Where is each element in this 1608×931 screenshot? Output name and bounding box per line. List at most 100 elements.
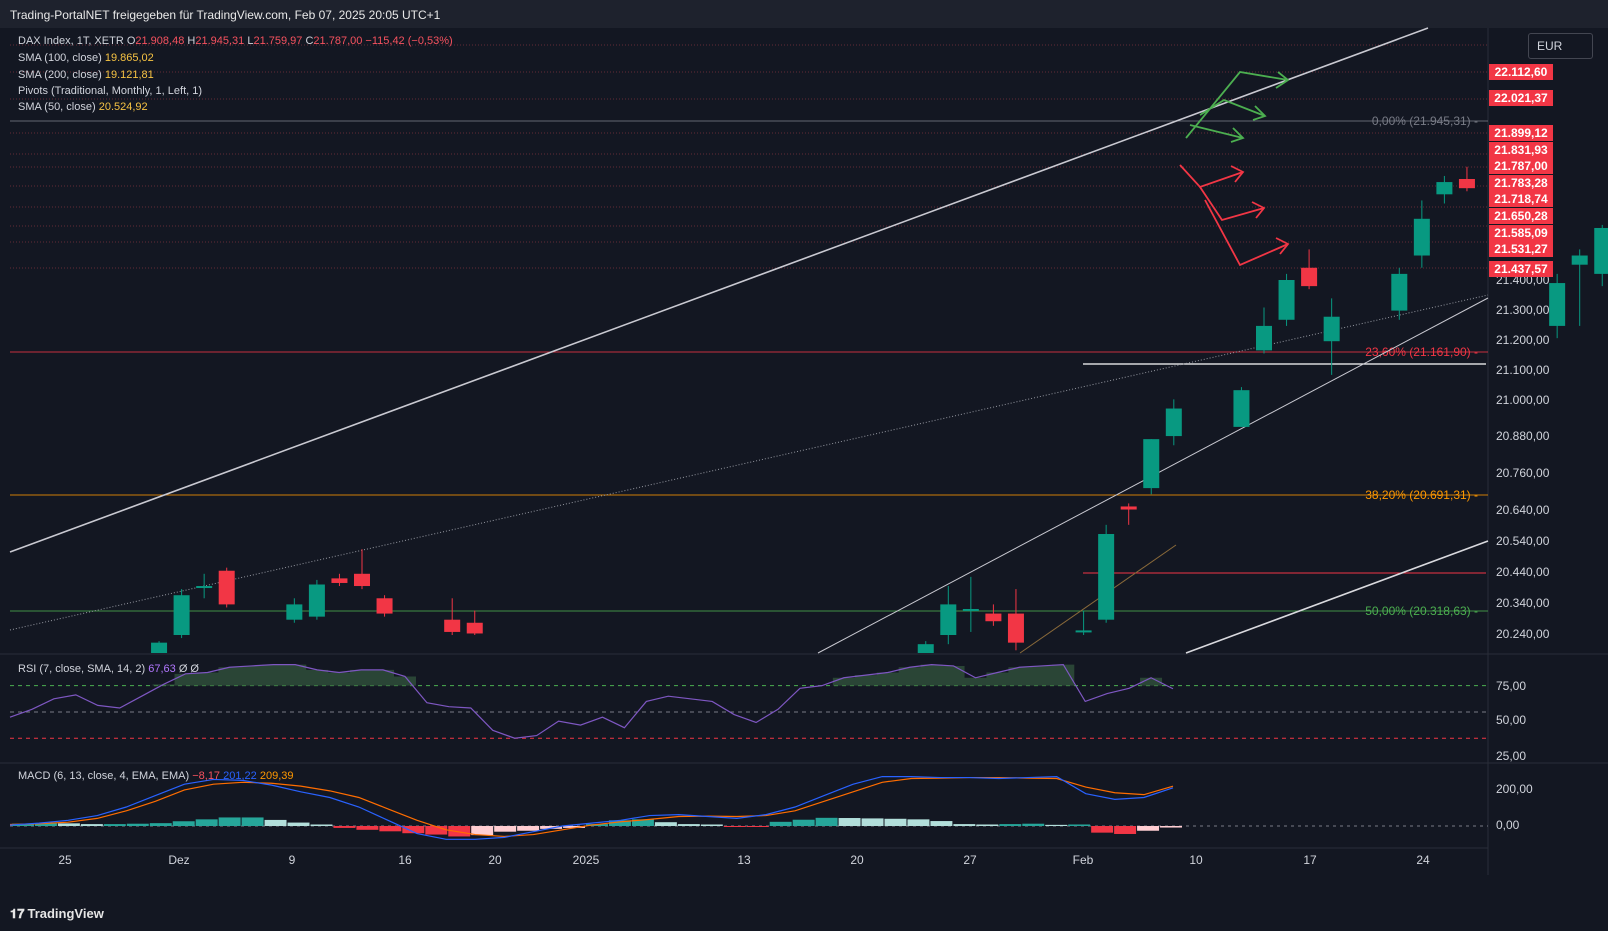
sma50-label: SMA (50, close): [18, 101, 96, 113]
candle-body[interactable]: [466, 622, 483, 634]
macd-histogram-bar: [1160, 826, 1182, 828]
macd-histogram-bar: [471, 826, 494, 836]
dotted-trend-line[interactable]: [9, 294, 1489, 631]
bottom-channel-line[interactable]: [1185, 540, 1489, 654]
chart-frame[interactable]: [0, 28, 1608, 903]
candle-body[interactable]: [917, 644, 934, 653]
bearish-scenario-arrow[interactable]: [1204, 199, 1289, 267]
candle-body[interactable]: [1007, 613, 1024, 643]
time-axis-tick: 24: [1416, 853, 1430, 867]
macd-histogram-bar: [1137, 826, 1160, 831]
bearish-scenario-arrow[interactable]: [1199, 186, 1265, 222]
candle-body[interactable]: [1256, 325, 1272, 351]
macd-histogram-bar: [103, 824, 126, 826]
bullish-scenario-arrow[interactable]: [1185, 71, 1289, 139]
bearish-arrowhead[interactable]: [1275, 237, 1290, 255]
bearish-scenario-arrow[interactable]: [1179, 164, 1244, 189]
macd-histogram-bar: [379, 826, 402, 832]
candle-body[interactable]: [376, 598, 393, 614]
candle-body[interactable]: [1233, 390, 1250, 427]
candle-body[interactable]: [1458, 179, 1475, 189]
candle-body[interactable]: [1549, 283, 1566, 326]
candle-body[interactable]: [985, 613, 1002, 622]
price-axis-tick: 20.760,00: [1496, 466, 1550, 480]
rsi-axis-tick: 50,00: [1496, 713, 1526, 727]
time-axis-tick: 2025: [573, 853, 600, 867]
candle-body[interactable]: [1391, 273, 1408, 311]
bullish-arrowhead[interactable]: [1230, 127, 1245, 143]
macd-line[interactable]: [9, 775, 1174, 840]
candle-body[interactable]: [196, 586, 213, 589]
price-label-badge[interactable]: [1489, 225, 1553, 241]
sma200-value: 19.121,81: [104, 69, 154, 81]
time-axis-tick: 16: [398, 853, 412, 867]
currency-button[interactable]: EUR: [1528, 33, 1593, 59]
candle-body[interactable]: [1165, 408, 1182, 437]
candle-body[interactable]: [1323, 316, 1340, 342]
tradingview-logo[interactable]: 𝟏𝟕 TradingView: [10, 906, 104, 922]
pivots-label: Pivots (Traditional, Monthly, 1, Left, 1…: [18, 85, 203, 97]
macd-histogram-bar: [57, 823, 80, 826]
rsi-legend[interactable]: RSI (7, close, SMA, 14, 2) 67,63 Ø Ø: [18, 663, 199, 675]
candle-body[interactable]: [1571, 255, 1588, 265]
candle-body[interactable]: [1278, 280, 1295, 320]
macd-legend[interactable]: MACD (6, 13, close, 4, EMA, EMA) −8,17 2…: [18, 770, 294, 782]
macd-histogram-bar: [1045, 824, 1068, 826]
macd-histogram-bar: [80, 824, 103, 826]
candle-body[interactable]: [1301, 267, 1318, 287]
candle-body[interactable]: [444, 619, 461, 632]
time-axis-tick: 27: [963, 853, 977, 867]
candle-body[interactable]: [1594, 227, 1608, 274]
sma100-legend[interactable]: SMA (100, close) 19.865,02: [18, 52, 154, 64]
price-label-badge[interactable]: [1489, 191, 1553, 207]
candle-body[interactable]: [286, 604, 303, 620]
bullish-scenario-arrow[interactable]: [1189, 124, 1244, 139]
candle-body[interactable]: [308, 584, 325, 617]
candle-body[interactable]: [354, 573, 370, 587]
price-label-text: 22.021,37: [1494, 91, 1548, 105]
price-label-badge[interactable]: [1489, 241, 1553, 257]
candle-body[interactable]: [1413, 218, 1430, 256]
bearish-arrowhead[interactable]: [1230, 165, 1245, 183]
candle-body[interactable]: [1098, 534, 1115, 620]
candle-body[interactable]: [173, 595, 190, 635]
candle-body[interactable]: [218, 570, 235, 605]
bullish-scenario-arrow[interactable]: [1199, 98, 1266, 117]
macd-histogram-bar: [333, 826, 356, 828]
candle-body[interactable]: [1436, 182, 1453, 195]
tradingview-logo-icon: 𝟏𝟕: [10, 906, 25, 921]
candle-body[interactable]: [1075, 630, 1092, 633]
price-label-badge[interactable]: [1489, 208, 1553, 224]
sma50-legend[interactable]: SMA (50, close) 20.524,92: [18, 101, 148, 113]
bearish-arrowhead[interactable]: [1251, 201, 1266, 219]
price-label-badge[interactable]: [1489, 125, 1553, 141]
macd-histogram-bar: [999, 824, 1022, 826]
price-label-badge[interactable]: [1489, 142, 1553, 158]
price-label-badge[interactable]: [1489, 64, 1553, 80]
price-label-badge[interactable]: [1489, 158, 1553, 174]
rsi-line[interactable]: [9, 664, 1174, 739]
sma200-legend[interactable]: SMA (200, close) 19.121,81: [18, 69, 154, 81]
legend-symbol: DAX Index, 1T, XETR: [18, 35, 124, 47]
macd-signal-line[interactable]: [9, 776, 1174, 838]
candle-body[interactable]: [1143, 439, 1160, 489]
candle-body[interactable]: [151, 642, 168, 653]
macd-histogram-bar: [517, 826, 540, 831]
price-axis-tick: 20.340,00: [1496, 596, 1550, 610]
candle-body[interactable]: [962, 608, 979, 611]
candle-body[interactable]: [1120, 506, 1137, 510]
bullish-arrowhead[interactable]: [1252, 105, 1267, 121]
pivots-legend[interactable]: Pivots (Traditional, Monthly, 1, Left, 1…: [18, 85, 202, 97]
candle-body[interactable]: [940, 604, 957, 635]
bullish-arrowhead[interactable]: [1275, 71, 1290, 89]
price-label-badge[interactable]: [1489, 261, 1553, 277]
sma100-value: 19.865,02: [104, 52, 154, 64]
price-label-text: 21.650,28: [1494, 209, 1548, 223]
candle-body[interactable]: [331, 578, 348, 583]
price-label-badge[interactable]: [1489, 90, 1553, 106]
upper-channel-line[interactable]: [9, 27, 1429, 553]
price-label-badge[interactable]: [1489, 175, 1553, 191]
time-axis-tick: Dez: [168, 853, 189, 867]
macd-histogram-bar: [1022, 823, 1045, 826]
